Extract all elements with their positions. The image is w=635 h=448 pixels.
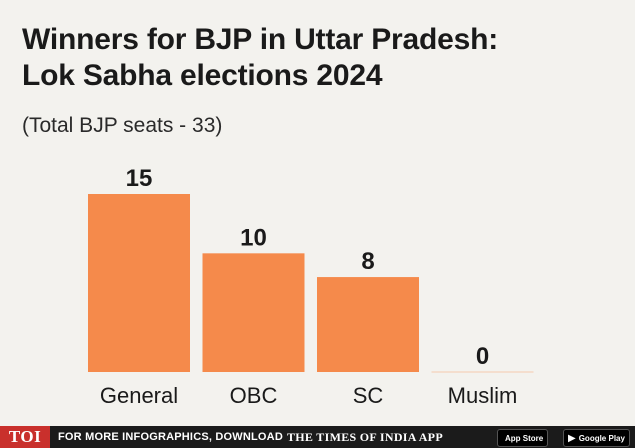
bar-obc — [202, 253, 305, 372]
chart-subtitle: (Total BJP seats - 33) — [22, 114, 223, 137]
category-label-sc: SC — [353, 383, 384, 408]
footer-text: FOR MORE INFOGRAPHICS, DOWNLOAD — [58, 431, 283, 443]
footer-bar: TOI FOR MORE INFOGRAPHICS, DOWNLOAD THE … — [0, 426, 635, 448]
play-icon: ▶ — [568, 432, 576, 444]
bar-general — [88, 194, 190, 372]
title-line-2: Lok Sabha elections 2024 — [22, 59, 383, 92]
app-store-label: App Store — [505, 433, 544, 443]
category-label-obc: OBC — [230, 383, 278, 408]
footer-brand: THE TIMES OF INDIA APP — [286, 429, 443, 444]
google-play-badge[interactable]: ▶ Google Play — [563, 429, 630, 447]
bar-sc — [317, 277, 419, 372]
toi-logo: TOI — [0, 426, 50, 448]
category-label-general: General — [100, 383, 178, 408]
app-store-badge[interactable]: App Store — [497, 429, 549, 447]
data-label-sc: 8 — [361, 248, 374, 275]
data-label-general: 15 — [126, 165, 153, 192]
bar-chart: 15 General 10 OBC 8 SC 0 Muslim — [88, 165, 534, 408]
chart-title: Winners for BJP in Uttar Pradesh: Lok Sa… — [22, 22, 622, 94]
data-label-muslim: 0 — [476, 343, 489, 370]
data-label-obc: 10 — [240, 224, 267, 251]
title-line-1: Winners for BJP in Uttar Pradesh: — [22, 23, 499, 56]
google-play-label: Google Play — [578, 433, 625, 443]
category-label-muslim: Muslim — [448, 383, 518, 408]
